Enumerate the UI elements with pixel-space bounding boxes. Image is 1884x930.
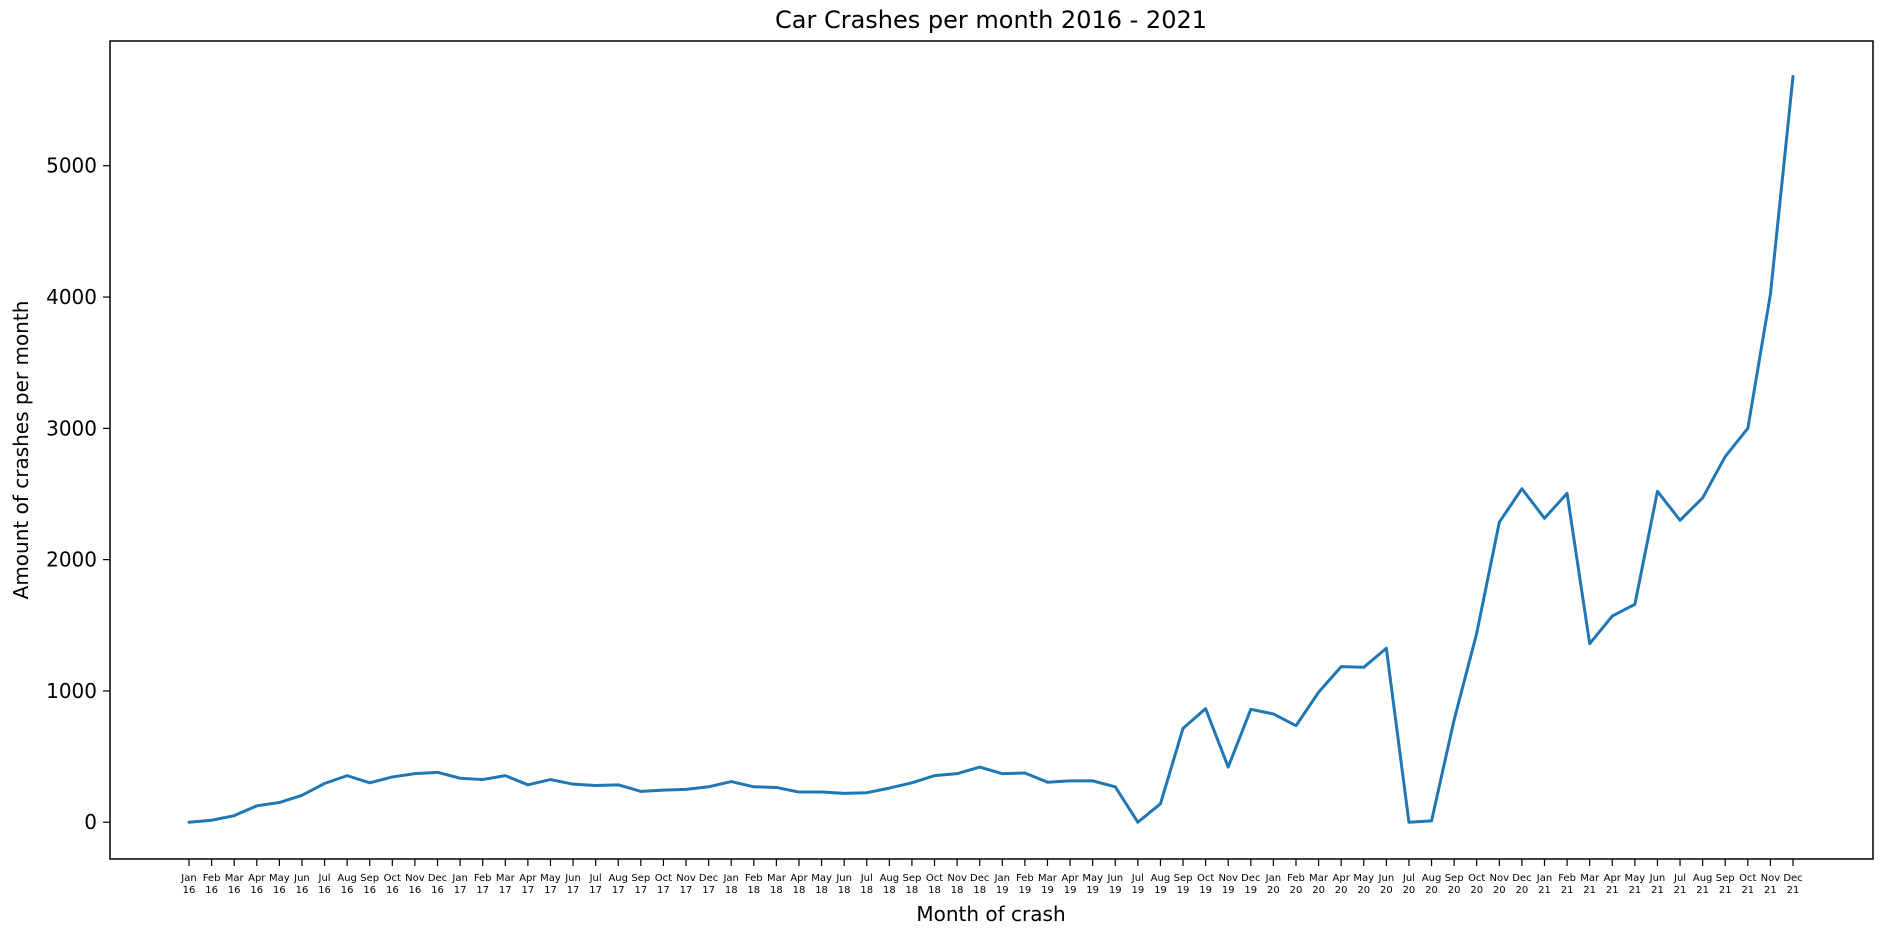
x-tick-label: Mar 19 [1038,873,1058,896]
x-tick-label: Apr 17 [519,873,537,896]
x-tick-label: Jun 19 [1106,873,1123,896]
x-tick-label: Sep 18 [902,873,921,896]
y-tick-label: 0 [84,810,97,834]
x-tick-label: Apr 19 [1061,873,1079,896]
x-tick-label: Jan 18 [722,873,738,896]
x-tick-label: Dec 17 [699,873,718,896]
y-tick-label: 2000 [46,548,97,572]
x-tick-label: Nov 18 [947,873,967,896]
x-tick-label: Dec 18 [970,873,989,896]
x-tick-label: May 20 [1353,873,1374,896]
x-tick-label: Sep 16 [360,873,379,896]
x-tick-label: Feb 17 [474,873,492,896]
x-tick-label: Dec 16 [428,873,447,896]
x-tick-label: Jul 20 [1402,873,1415,896]
x-tick-label: Oct 20 [1468,873,1485,896]
x-tick-label: Jul 19 [1131,873,1144,896]
x-tick-label: Mar 20 [1309,873,1329,896]
x-tick-label: Apr 18 [790,873,808,896]
x-tick-label: Apr 21 [1604,873,1622,896]
series-line [187,74,1795,824]
x-tick-label: Oct 19 [1197,873,1214,896]
x-tick-label: Jul 16 [318,873,331,896]
x-tick-label: Nov 17 [676,873,696,896]
x-tick-label: Jan 17 [451,873,467,896]
x-tick-label: Nov 16 [405,873,425,896]
y-axis-label: Amount of crashes per month [9,301,33,600]
x-tick-label: Feb 18 [745,873,763,896]
x-tick-label: May 21 [1625,873,1646,896]
x-tick-label: Jun 17 [564,873,581,896]
x-tick-label: Aug 19 [1151,873,1171,896]
x-axis-label: Month of crash [916,902,1065,926]
x-tick-label: Feb 16 [203,873,221,896]
y-tick-label: 1000 [46,679,97,703]
plot-frame [109,40,1874,860]
x-tick-label: Aug 17 [608,873,628,896]
y-tick-label: 5000 [46,154,97,178]
y-axis: 0 1000 2000 3000 4000 5000 [46,154,110,834]
x-tick-label: Aug 16 [337,873,357,896]
x-tick-label: Mar 18 [767,873,787,896]
x-tick-label: Nov 19 [1218,873,1238,896]
x-tick-label: Oct 18 [926,873,943,896]
x-tick-label: Jul 18 [860,873,873,896]
x-tick-label: Dec 20 [1512,873,1531,896]
x-tick-label: Dec 21 [1783,873,1802,896]
x-tick-label: Mar 16 [225,873,245,896]
x-tick-label: May 18 [811,873,832,896]
x-tick-label: Jun 18 [835,873,852,896]
x-tick-label: May 19 [1082,873,1103,896]
chart-title: Car Crashes per month 2016 - 2021 [775,6,1207,34]
x-tick-label: Sep 21 [1716,873,1735,896]
x-tick-label: Jun 20 [1378,873,1395,896]
x-tick-label: Jan 19 [994,873,1010,896]
x-tick-label: Aug 18 [880,873,900,896]
x-tick-label: Aug 20 [1422,873,1442,896]
x-tick-label: Feb 19 [1016,873,1034,896]
x-tick-label: Jun 21 [1649,873,1666,896]
x-tick-label: Sep 20 [1445,873,1464,896]
x-tick-label: Oct 16 [384,873,401,896]
x-tick-label: Jan 20 [1265,873,1281,896]
x-tick-label: Apr 16 [248,873,266,896]
x-tick-label: Jan 21 [1536,873,1552,896]
x-tick-label: Mar 21 [1580,873,1600,896]
x-tick-label: Aug 21 [1693,873,1713,896]
x-tick-label: Mar 17 [496,873,516,896]
y-tick-label: 3000 [46,416,97,440]
x-tick-label: Jan 16 [180,873,196,896]
x-tick-label: Apr 20 [1333,873,1351,896]
x-tick-label: Jul 21 [1673,873,1686,896]
x-tick-label: May 16 [269,873,290,896]
x-tick-label: Nov 20 [1490,873,1510,896]
x-tick-label: Oct 17 [655,873,672,896]
x-tick-label: Dec 19 [1241,873,1260,896]
x-tick-label: Oct 21 [1739,873,1756,896]
x-tick-label: Nov 21 [1761,873,1781,896]
x-tick-label: Jun 16 [293,873,310,896]
x-tick-label: Sep 19 [1174,873,1193,896]
y-tick-label: 4000 [46,285,97,309]
x-tick-label: Feb 20 [1287,873,1305,896]
x-tick-label: May 17 [540,873,561,896]
x-tick-label: Feb 21 [1558,873,1576,896]
x-tick-label: Sep 17 [631,873,650,896]
x-tick-label: Jul 17 [589,873,602,896]
